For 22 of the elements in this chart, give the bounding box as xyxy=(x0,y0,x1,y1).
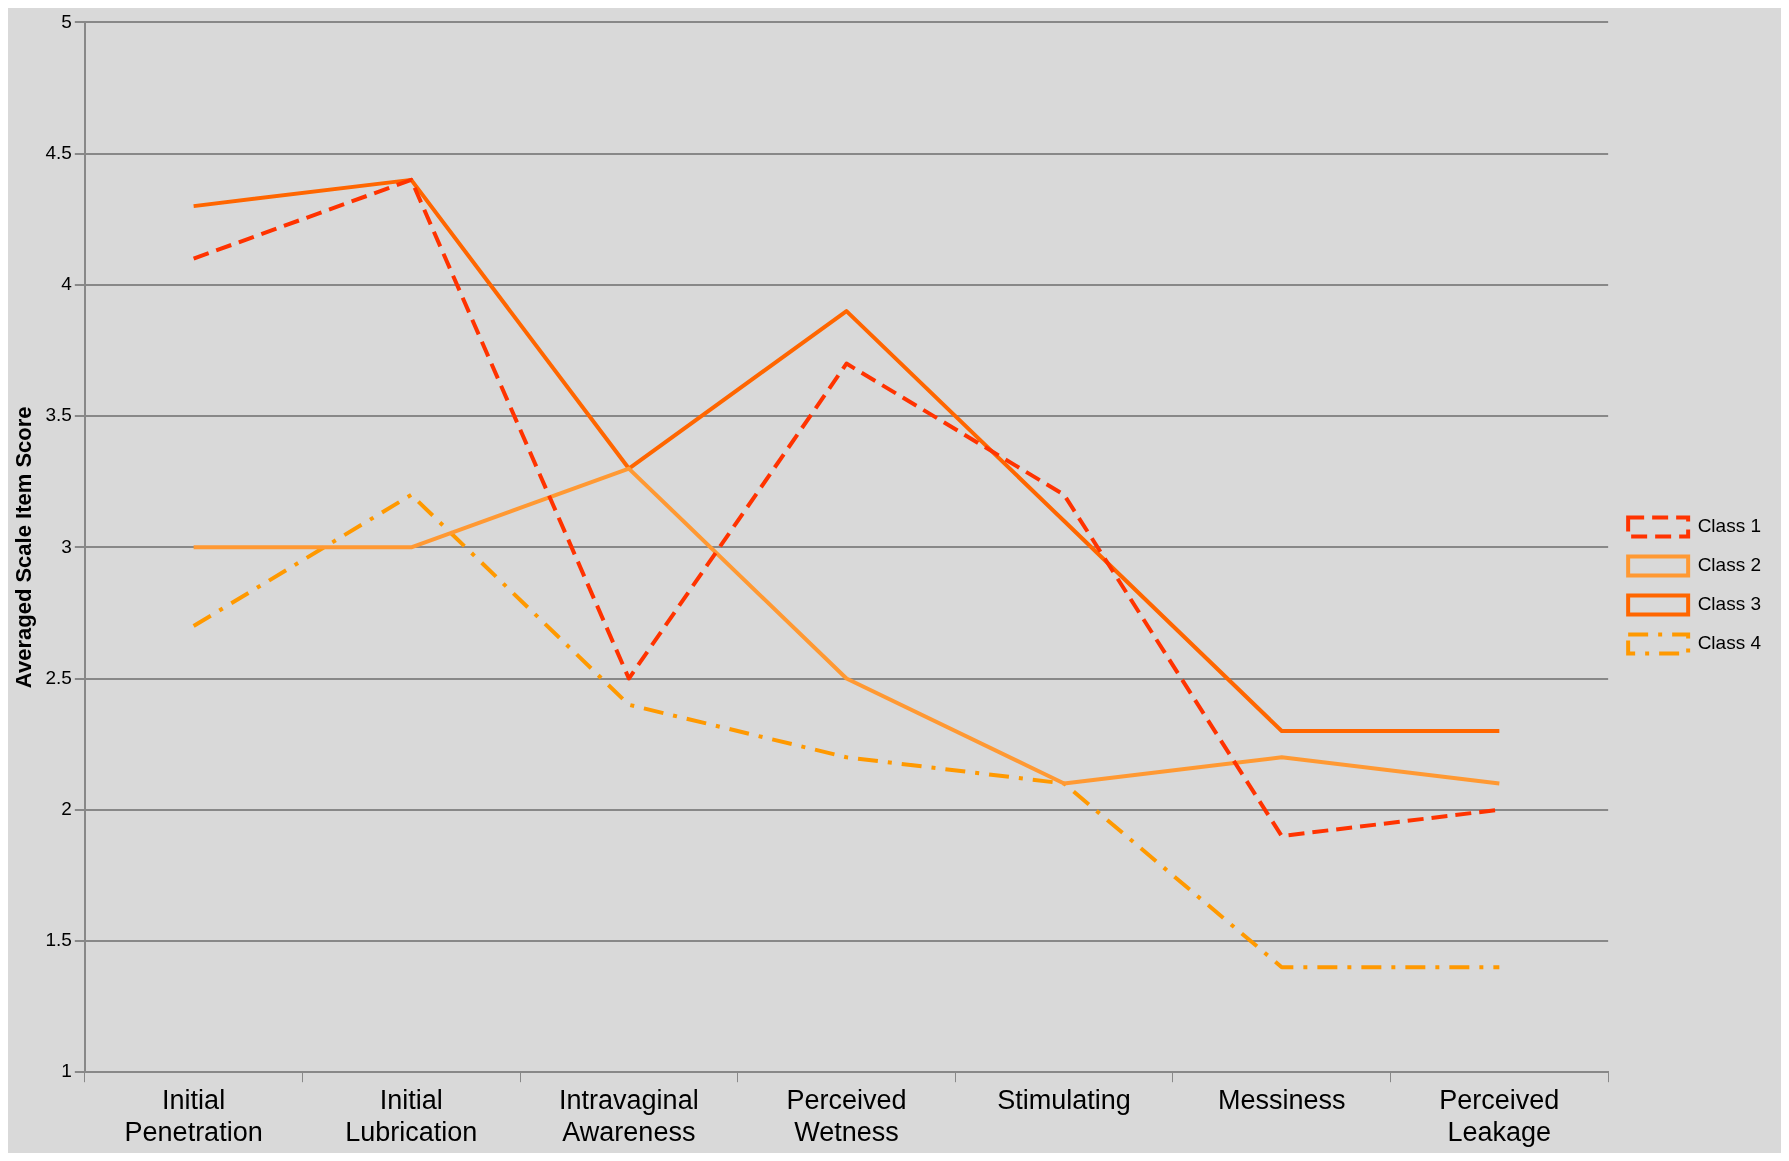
legend-label: Class 4 xyxy=(1697,632,1762,654)
y-tick-label: 4 xyxy=(61,273,73,295)
line-series xyxy=(191,492,1502,970)
y-tick-label: 2.5 xyxy=(45,666,72,688)
x-tick-label: Messiness xyxy=(1217,1084,1346,1115)
y-tick-label: 5 xyxy=(61,10,72,32)
y-axis-title: Averaged Scale Item Score xyxy=(11,406,37,689)
legend-label: Class 3 xyxy=(1697,593,1761,615)
legend-label: Class 2 xyxy=(1697,554,1761,576)
y-tick-label: 2 xyxy=(61,797,72,819)
x-tick-label: Perceived Wetness xyxy=(786,1084,907,1148)
x-tick-label: Initial Penetration xyxy=(124,1084,263,1148)
y-tick-label: 1 xyxy=(61,1060,72,1082)
y-tick-label: 3 xyxy=(61,535,72,557)
x-tick-label: Perceived Leakage xyxy=(1439,1084,1560,1148)
y-tick-label: 3.5 xyxy=(45,404,72,426)
y-tick-label: 1.5 xyxy=(45,929,72,951)
legend-label: Class 1 xyxy=(1697,515,1761,537)
x-tick-label: Stimulating xyxy=(997,1084,1131,1115)
x-tick-label: Initial Lubrication xyxy=(345,1084,478,1148)
x-tick-label: Intravaginal Awareness xyxy=(559,1084,699,1148)
y-tick-label: 4.5 xyxy=(45,141,72,163)
